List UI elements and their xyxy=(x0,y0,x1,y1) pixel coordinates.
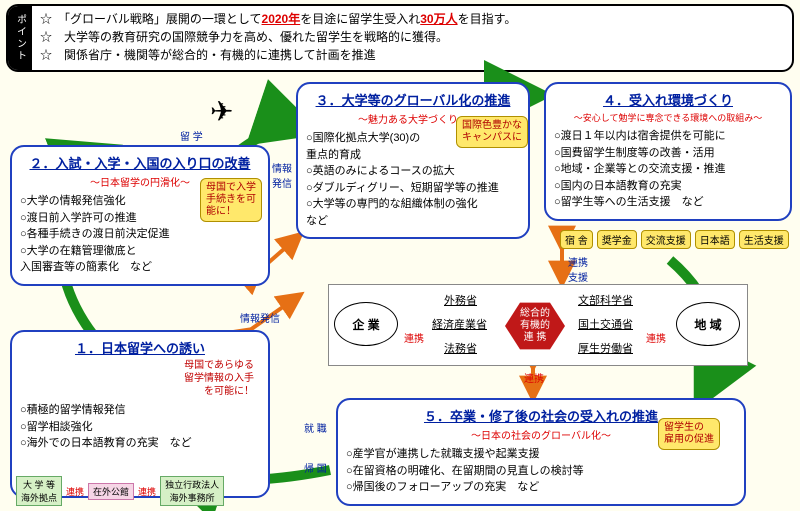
m1: 外務省 xyxy=(444,292,477,308)
box-2-callout: 母国で入学 手続きを可 能に！ xyxy=(200,178,262,222)
renkei-1: 連携 xyxy=(404,330,424,345)
m3: 法務省 xyxy=(444,340,477,356)
header-tab: ポイント xyxy=(8,6,32,70)
oval-kigyo: 企 業 xyxy=(334,302,398,346)
box-5: ５．卒業・修了後の社会の受入れの推進 ～日本の社会のグローバル化～ 産学官が連携… xyxy=(336,398,746,506)
box-5-list: 産学官が連携した就職支援や起業支援 在留資格の明確化、在留期間の見直しの検討等 … xyxy=(346,446,736,496)
label-joho1: 情報 発信 xyxy=(272,160,292,190)
box-4-subtitle: ～安心して勉学に専念できる環境への取組み～ xyxy=(554,111,782,124)
org-bar: 大 学 等 海外拠点 連携 在外公館 連携 独立行政法人 海外事務所 xyxy=(16,476,224,506)
box-3: ３．大学等のグローバル化の推進 ～魅力ある大学づくり～ 国際化拠点大学(30)の… xyxy=(296,82,530,239)
box-4-title: ４．受入れ環境づくり xyxy=(554,90,782,109)
m4: 文部科学省 xyxy=(578,292,633,308)
box-5-callout: 留学生の 雇用の促進 xyxy=(658,418,720,450)
box-1: １．日本留学への誘い 母国であらゆる 留学情報の入手 を可能に！ 積極的留学情報… xyxy=(10,330,270,498)
box-4-list: 渡日１年以内は宿舎提供を可能に 国費留学生制度等の改善・活用 地域・企業等との交… xyxy=(554,128,782,211)
org-link-1: 連携 xyxy=(66,485,84,498)
box-3-title: ３．大学等のグローバル化の推進 xyxy=(306,90,520,109)
header-tab-label: ポイント xyxy=(13,14,28,62)
org-b: 在外公館 xyxy=(88,483,134,500)
box-2-title: ２．入試・入学・入国の入り口の改善 xyxy=(20,153,260,172)
header-line-2: ☆ 大学等の教育研究の国際競争力を高め、優れた留学生を戦略的に獲得。 xyxy=(40,28,516,46)
box-1-note: 母国であらゆる 留学情報の入手 を可能に！ xyxy=(20,359,254,398)
oval-chiiki: 地 域 xyxy=(676,302,740,346)
box-3-callout: 国際色豊かな キャンパスに xyxy=(456,116,528,148)
renkei-2: 連携 xyxy=(646,330,666,345)
org-a: 大 学 等 海外拠点 xyxy=(16,476,62,506)
label-kikoku: 帰 国 xyxy=(304,460,327,475)
box-4: ４．受入れ環境づくり ～安心して勉学に専念できる環境への取組み～ 渡日１年以内は… xyxy=(544,82,792,221)
header-line-3: ☆ 関係省庁・機関等が総合的・有機的に連携して計画を推進 xyxy=(40,46,516,64)
header-body: ☆ 「グローバル戦略」展開の一環として2020年を目途に留学生受入れ30万人を目… xyxy=(32,6,524,70)
m2: 経済産業省 xyxy=(432,316,487,332)
m5: 国土交通省 xyxy=(578,316,633,332)
m6: 厚生労働省 xyxy=(578,340,633,356)
header-box: ポイント ☆ 「グローバル戦略」展開の一環として2020年を目途に留学生受入れ3… xyxy=(6,4,794,72)
header-line-1: ☆ 「グローバル戦略」展開の一環として2020年を目途に留学生受入れ30万人を目… xyxy=(40,10,516,28)
renkei-3: 連携 xyxy=(524,370,544,385)
label-shushoku: 就 職 xyxy=(304,420,327,435)
box-4-tags: 宿 舎 奨学金 交流支援 日本語 生活支援 xyxy=(560,230,789,249)
box-1-title: １．日本留学への誘い xyxy=(20,338,260,357)
label-ryugaku: 留 学 xyxy=(180,128,203,143)
org-c: 独立行政法人 海外事務所 xyxy=(160,476,224,506)
box-1-list: 積極的留学情報発信 留学相談強化 海外での日本語教育の充実 など xyxy=(20,402,260,452)
label-joho2: 情報発信 xyxy=(240,310,280,325)
label-shien: 連携 支援 xyxy=(568,254,588,284)
plane-icon: ✈ xyxy=(210,95,233,128)
org-link-2: 連携 xyxy=(138,485,156,498)
